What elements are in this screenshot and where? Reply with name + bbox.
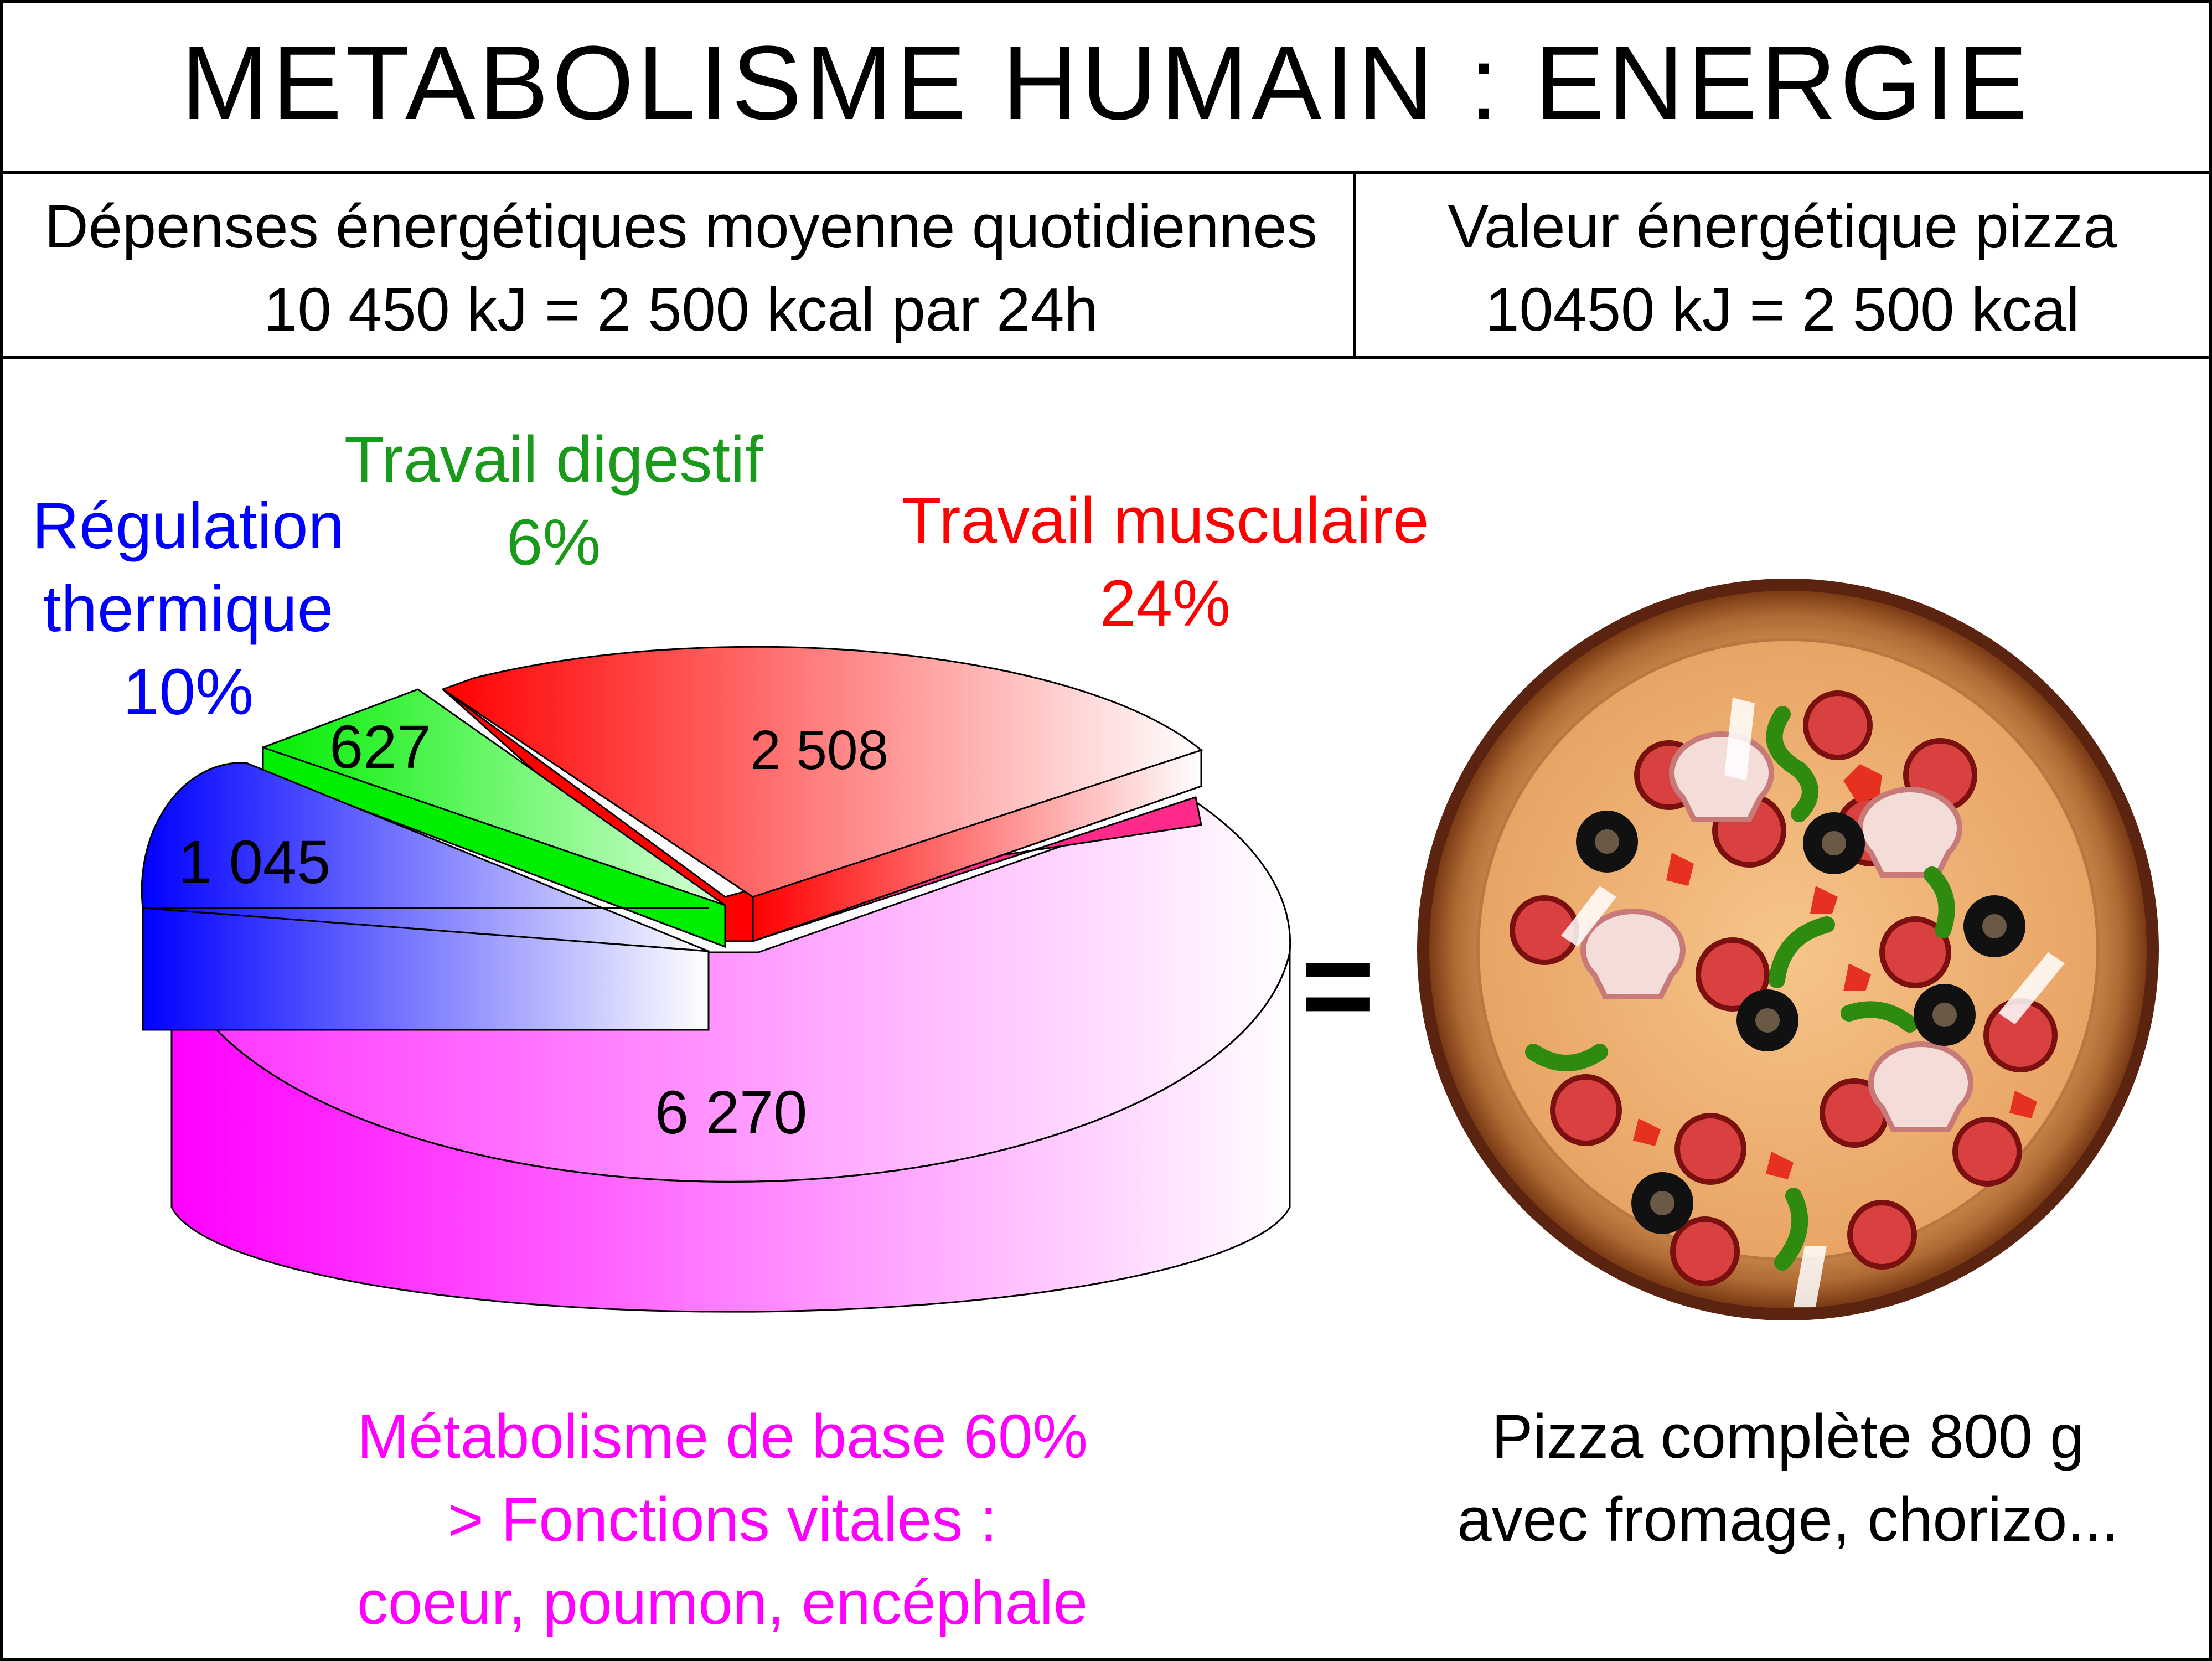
label-digestif-line1: Travail digestif bbox=[344, 423, 763, 496]
divider-header bbox=[0, 356, 2212, 359]
slice-metabolisme-base bbox=[170, 799, 1291, 1313]
header-right-line1: Valeur énergétique pizza bbox=[1448, 193, 2117, 261]
header-left-line1: Dépenses énergétiques moyenne quotidienn… bbox=[44, 193, 1317, 261]
label-regulation-line1: Régulation bbox=[32, 489, 345, 563]
slice-travail-digestif bbox=[262, 688, 726, 948]
value-musculaire: 2 508 bbox=[750, 719, 889, 781]
pizza-caption-line2: avec fromage, chorizo... bbox=[1457, 1485, 2119, 1554]
header-left-line2: 10 450 kJ = 2 500 kcal par 24h bbox=[263, 276, 1098, 344]
label-travail-digestif: Travail digestif 6% bbox=[310, 418, 797, 584]
label-musculaire-line1: Travail musculaire bbox=[901, 484, 1429, 557]
divider-header-vertical bbox=[1353, 171, 1356, 359]
label-regulation-line3: 10% bbox=[122, 656, 254, 729]
pizza-illustration bbox=[1417, 579, 2159, 1320]
pizza-caption: Pizza complète 800 g avec fromage, chori… bbox=[1406, 1395, 2170, 1561]
label-metabolisme-line1: Métabolisme de base 60% bbox=[357, 1402, 1088, 1471]
value-metabolisme: 6 270 bbox=[655, 1079, 808, 1147]
divider-title bbox=[0, 171, 2212, 174]
label-regulation-line2: thermique bbox=[43, 572, 334, 646]
page-title: METABOLISME HUMAIN : ENERGIE bbox=[180, 24, 2032, 142]
slice-regulation-thermique bbox=[141, 762, 710, 1031]
pizza-caption-line1: Pizza complète 800 g bbox=[1491, 1402, 2085, 1471]
label-travail-musculaire: Travail musculaire 24% bbox=[886, 479, 1445, 645]
header-right-line2: 10450 kJ = 2 500 kcal bbox=[1485, 276, 2080, 344]
label-digestif-line2: 6% bbox=[506, 506, 601, 579]
equals-sign: = bbox=[1301, 914, 1376, 1056]
label-regulation-thermique: Régulation thermique 10% bbox=[22, 484, 354, 734]
label-metabolisme-line2: > Fonctions vitales : bbox=[447, 1485, 998, 1554]
header-left: Dépenses énergétiques moyenne quotidienn… bbox=[11, 185, 1351, 352]
label-metabolisme-line3: coeur, poumon, encéphale bbox=[356, 1568, 1088, 1637]
header-right: Valeur énergétique pizza 10450 kJ = 2 50… bbox=[1356, 185, 2209, 352]
label-metabolisme-base: Métabolisme de base 60% > Fonctions vita… bbox=[221, 1395, 1223, 1644]
value-digestif: 627 bbox=[329, 713, 431, 781]
label-musculaire-line2: 24% bbox=[1099, 567, 1231, 640]
value-regulation: 1 045 bbox=[178, 828, 331, 896]
